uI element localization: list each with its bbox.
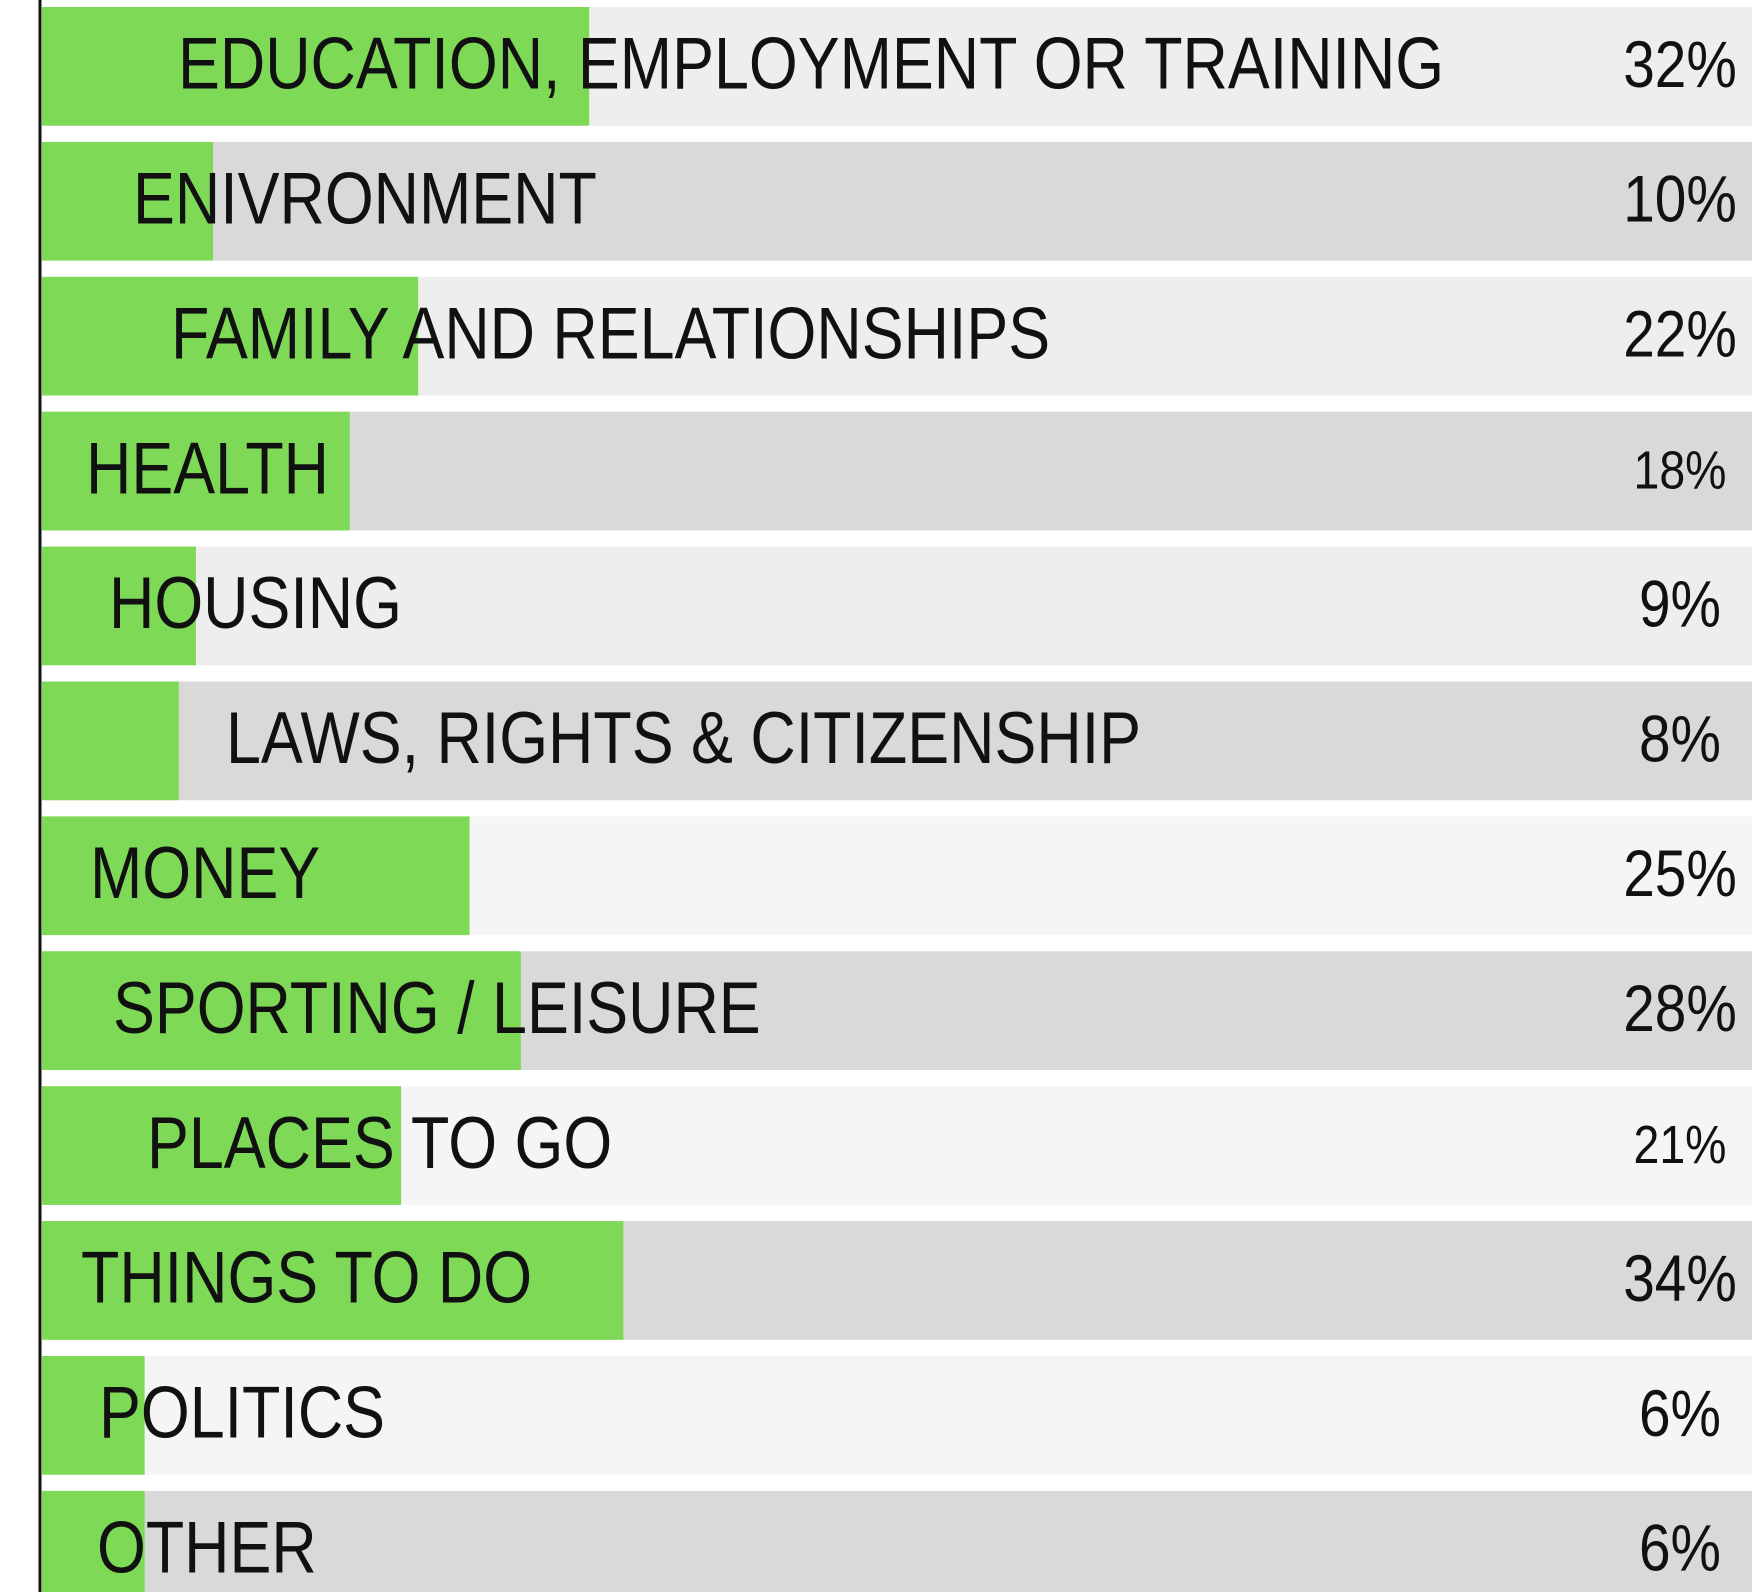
bar	[42, 411, 350, 531]
category-label: MONEY	[90, 833, 320, 914]
row-background	[42, 681, 1752, 801]
bar	[42, 276, 419, 396]
bar	[42, 816, 470, 936]
category-label: HEALTH	[86, 428, 329, 509]
value-label: 6%	[1639, 1377, 1721, 1451]
bar	[42, 546, 196, 666]
category-label: EDUCATION, EMPLOYMENT OR TRAINING	[178, 23, 1444, 104]
bar	[42, 1221, 624, 1340]
category-label: LAWS, RIGHTS & CITIZENSHIP	[226, 698, 1141, 779]
rows: EDUCATION, EMPLOYMENT OR TRAINING 32% ENIV…	[42, 7, 1752, 1592]
category-label: HOUSING	[109, 563, 402, 644]
row-background	[42, 1356, 1752, 1475]
value-label: 6%	[1639, 1512, 1721, 1586]
category-label: PLACES TO GO	[147, 1102, 612, 1183]
row-background	[42, 1490, 1752, 1592]
category-label: THINGS TO DO	[81, 1237, 532, 1318]
category-label: SPORTING / LEISURE	[113, 968, 761, 1049]
category-label: OTHER	[97, 1507, 317, 1588]
bar	[42, 681, 179, 801]
value-label: 10%	[1623, 163, 1737, 237]
row-background	[42, 141, 1752, 261]
bar	[42, 1086, 402, 1205]
row-background	[42, 546, 1752, 666]
value-label: 34%	[1623, 1242, 1737, 1316]
bar	[42, 1356, 145, 1475]
bar	[42, 7, 590, 126]
value-label: 8%	[1639, 702, 1721, 776]
category-label: ENIVRONMENT	[133, 158, 597, 239]
bar	[42, 1490, 145, 1592]
value-label: 18%	[1634, 439, 1727, 500]
value-label: 9%	[1639, 567, 1721, 641]
category-label: FAMILY AND RELATIONSHIPS	[171, 293, 1050, 374]
value-label: 21%	[1634, 1113, 1727, 1174]
category-label: POLITICS	[99, 1372, 385, 1453]
value-label: 22%	[1623, 298, 1737, 372]
bar	[42, 951, 521, 1070]
value-label: 25%	[1623, 837, 1737, 911]
value-label: 32%	[1623, 28, 1737, 102]
value-label: 28%	[1623, 972, 1737, 1046]
bar	[42, 141, 213, 261]
